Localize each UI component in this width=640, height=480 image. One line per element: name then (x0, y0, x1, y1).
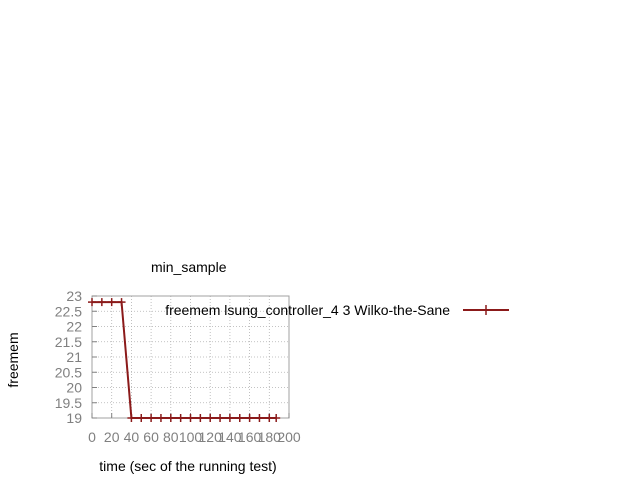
data-point (97, 298, 106, 307)
data-point (265, 414, 274, 422)
y-tick-label: 23 (66, 288, 82, 304)
y-tick-label: 22 (66, 319, 82, 335)
x-tick-label: 20 (104, 429, 120, 445)
x-tick-label: 60 (143, 429, 159, 445)
data-point (216, 414, 225, 422)
y-tick-label: 21 (66, 349, 82, 365)
data-point (235, 414, 244, 422)
x-axis-label: time (sec of the running test) (99, 458, 276, 474)
data-point (88, 298, 96, 307)
y-tick-label: 20 (66, 380, 82, 396)
axis-ticks: 0 20 40 60 80 1001201401601802001919.52020.52… (55, 288, 301, 445)
data-point (225, 414, 234, 422)
x-tick-label: 100 (179, 429, 203, 445)
data-point (255, 414, 264, 422)
data-point (166, 414, 175, 422)
x-tick-label: 160 (238, 429, 262, 445)
x-tick-label: 180 (258, 429, 282, 445)
data-point (117, 298, 126, 307)
y-tick-label: 19.5 (55, 395, 82, 411)
series-layer (88, 298, 281, 422)
data-point (176, 414, 185, 422)
x-tick-label: 80 (163, 429, 179, 445)
x-tick-label: 140 (218, 429, 242, 445)
series-line (92, 301, 277, 419)
data-point (156, 414, 165, 422)
x-tick-label: 0 (88, 429, 96, 445)
legend: freemem lsung_controller_4 3 Wilko-the-S… (165, 302, 509, 318)
chart-title: min_sample (151, 259, 227, 275)
x-tick-label: 40 (124, 429, 140, 445)
data-point (137, 414, 146, 422)
data-point (206, 414, 215, 422)
data-point (272, 414, 281, 422)
y-tick-label: 19 (66, 410, 82, 426)
data-point (127, 414, 136, 422)
y-tick-label: 21.5 (55, 334, 82, 350)
data-point (186, 414, 195, 422)
x-tick-label: 200 (277, 429, 301, 445)
y-tick-label: 22.5 (55, 303, 82, 319)
data-point (245, 414, 254, 422)
y-axis-label: freemem (5, 332, 21, 387)
x-tick-label: 120 (199, 429, 223, 445)
y-tick-label: 20.5 (55, 364, 82, 380)
data-point (147, 414, 156, 422)
data-point (107, 298, 116, 307)
data-point (196, 414, 205, 422)
legend-label: freemem lsung_controller_4 3 Wilko-the-S… (165, 302, 450, 318)
